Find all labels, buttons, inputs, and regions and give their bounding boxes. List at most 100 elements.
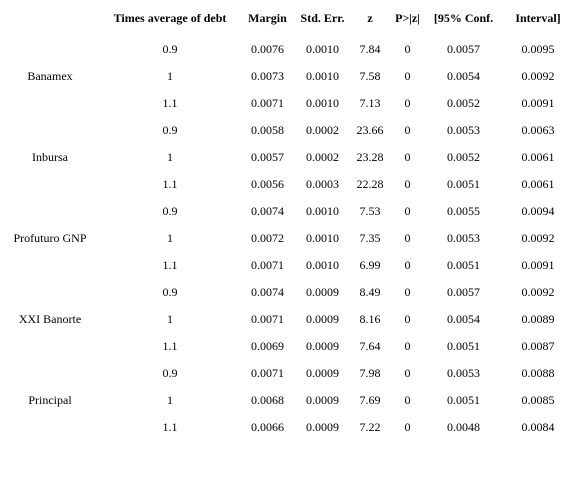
margin-cell: 0.0057	[251, 150, 284, 164]
std-err-cell: 0.0003	[306, 177, 339, 191]
std-err-cell: 0.0009	[306, 312, 339, 326]
table-row: 1 0.0073 0.0010 7.58 0 0.0054 0.0092	[0, 63, 574, 90]
margin-cell: 0.0072	[251, 231, 284, 245]
p-value-cell: 0	[404, 69, 411, 83]
group-label: Principal	[28, 393, 72, 407]
std-err-cell: 0.0002	[306, 150, 339, 164]
std-err-cell: 0.0009	[306, 420, 339, 434]
conf-high-cell: 0.0094	[521, 204, 555, 218]
times-average-cell: 0.9	[162, 285, 178, 299]
p-value-cell: 0	[404, 204, 411, 218]
margin-cell: 0.0058	[251, 123, 284, 137]
margin-cell: 0.0071	[251, 96, 284, 110]
header-conf-interval-high: Interval]	[515, 10, 561, 25]
conf-high-cell: 0.0063	[521, 123, 555, 137]
group-label: Inbursa	[32, 150, 68, 164]
table-row: Inbursa 0.9 0.0058 0.0002 23.66 0 0.0053…	[0, 117, 574, 164]
margin-cell: 0.0071	[251, 366, 284, 380]
conf-high-cell: 0.0061	[521, 150, 555, 164]
std-err-cell: 0.0009	[306, 366, 339, 380]
margin-cell: 0.0068	[251, 393, 284, 407]
header-z: z	[367, 10, 373, 25]
conf-high-cell: 0.0088	[521, 366, 555, 380]
conf-low-cell: 0.0057	[447, 285, 480, 299]
table-row: Principal 0.9 0.0071 0.0009 7.98 0 0.005…	[0, 360, 574, 407]
times-average-cell: 1	[167, 312, 173, 326]
header-row: Times average of debt Margin Std. Err. z…	[0, 0, 574, 36]
std-err-cell: 0.0010	[306, 258, 339, 272]
table-row: 1.1 0.0066 0.0009 7.22 0 0.0048 0.0084	[0, 414, 574, 441]
margin-cell: 0.0069	[251, 339, 284, 353]
std-err-cell: 0.0010	[306, 96, 339, 110]
std-err-cell: 0.0009	[306, 339, 339, 353]
z-cell: 7.58	[359, 69, 381, 83]
margin-cell: 0.0073	[251, 69, 284, 83]
table-body: Banamex 0.9 0.0076 0.0010 7.84 0 0.0057 …	[0, 36, 574, 441]
times-average-cell: 1.1	[162, 258, 178, 272]
std-err-cell: 0.0009	[306, 285, 339, 299]
header-times-average-of-debt: Times average of debt	[113, 10, 227, 25]
conf-low-cell: 0.0055	[447, 204, 480, 218]
conf-low-cell: 0.0052	[447, 96, 480, 110]
z-cell: 8.16	[359, 312, 381, 326]
p-value-cell: 0	[404, 150, 411, 164]
conf-low-cell: 0.0054	[447, 69, 480, 83]
margin-cell: 0.0076	[251, 42, 284, 56]
conf-high-cell: 0.0087	[521, 339, 555, 353]
conf-low-cell: 0.0053	[447, 123, 480, 137]
times-average-cell: 1	[167, 69, 173, 83]
table-row: XXI Banorte 0.9 0.0074 0.0009 8.49 0 0.0…	[0, 279, 574, 326]
conf-low-cell: 0.0048	[447, 420, 480, 434]
conf-high-cell: 0.0061	[521, 177, 555, 191]
group-label: Banamex	[27, 69, 73, 83]
p-value-cell: 0	[404, 258, 411, 272]
table-row: 1 0.0068 0.0009 7.69 0 0.0051 0.0085	[0, 387, 574, 414]
p-value-cell: 0	[404, 420, 411, 434]
times-average-cell: 1	[167, 393, 173, 407]
z-cell: 6.99	[359, 258, 381, 272]
times-average-cell: 0.9	[162, 42, 178, 56]
p-value-cell: 0	[404, 339, 411, 353]
margin-cell: 0.0066	[251, 420, 284, 434]
conf-low-cell: 0.0051	[447, 393, 480, 407]
std-err-cell: 0.0010	[306, 231, 339, 245]
conf-low-cell: 0.0053	[447, 231, 480, 245]
times-average-cell: 0.9	[162, 123, 178, 137]
table-row: 1.1 0.0071 0.0010 6.99 0 0.0051 0.0091	[0, 252, 574, 279]
z-cell: 7.98	[359, 366, 381, 380]
z-cell: 7.53	[359, 204, 381, 218]
p-value-cell: 0	[404, 285, 411, 299]
std-err-cell: 0.0002	[306, 123, 339, 137]
p-value-cell: 0	[404, 42, 411, 56]
conf-low-cell: 0.0057	[447, 42, 480, 56]
margin-cell: 0.0074	[251, 285, 284, 299]
p-value-cell: 0	[404, 366, 411, 380]
times-average-cell: 1.1	[162, 339, 178, 353]
times-average-cell: 1.1	[162, 420, 178, 434]
times-average-cell: 1.1	[162, 177, 178, 191]
header-conf-interval-low: [95% Conf.	[433, 10, 494, 25]
std-err-cell: 0.0010	[306, 42, 339, 56]
table-row: 1 0.0072 0.0010 7.35 0 0.0053 0.0092	[0, 225, 574, 252]
group-label: XXI Banorte	[18, 312, 82, 326]
conf-high-cell: 0.0095	[521, 42, 555, 56]
z-cell: 7.64	[359, 339, 381, 353]
group-label: Profuturo GNP	[13, 231, 87, 245]
conf-high-cell: 0.0092	[521, 69, 555, 83]
table-row: 1.1 0.0069 0.0009 7.64 0 0.0051 0.0087	[0, 333, 574, 360]
times-average-cell: 0.9	[162, 204, 178, 218]
conf-high-cell: 0.0084	[521, 420, 555, 434]
z-cell: 7.22	[359, 420, 381, 434]
times-average-cell: 1.1	[162, 96, 178, 110]
p-value-cell: 0	[404, 123, 411, 137]
table-row: Banamex 0.9 0.0076 0.0010 7.84 0 0.0057 …	[0, 36, 574, 83]
times-average-cell: 1	[167, 150, 173, 164]
conf-high-cell: 0.0089	[521, 312, 555, 326]
header-p-value: P>|z|	[395, 10, 420, 25]
conf-low-cell: 0.0052	[447, 150, 480, 164]
conf-low-cell: 0.0054	[447, 312, 480, 326]
p-value-cell: 0	[404, 177, 411, 191]
conf-low-cell: 0.0051	[447, 339, 480, 353]
margin-cell: 0.0074	[251, 204, 284, 218]
header-margin: Margin	[248, 10, 287, 25]
